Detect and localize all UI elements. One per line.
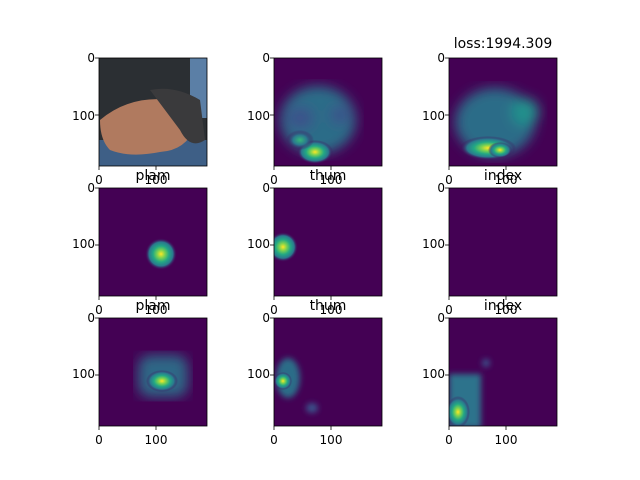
heatmap-hotspot (274, 232, 298, 262)
panel-title-plam: plam (136, 298, 171, 314)
heatmap-hotspot (449, 396, 470, 426)
ytick-label: 100 (72, 109, 95, 123)
axes-frame (98, 317, 208, 427)
ytick-label: 0 (437, 181, 445, 195)
panel-title-loss: loss:1994.309 (454, 36, 553, 52)
axes-frame (448, 317, 558, 427)
axes-frame (448, 57, 558, 167)
tick-marks (95, 57, 507, 430)
photo-sleeve (150, 88, 205, 144)
ytick-label: 100 (247, 367, 270, 381)
panel-pred-thum (273, 317, 383, 427)
xtick-label: 0 (95, 173, 103, 187)
ytick-label: 0 (87, 181, 95, 195)
ytick-label: 100 (72, 237, 95, 251)
panel-title-index: index (484, 298, 522, 314)
xtick-label: 100 (495, 433, 518, 447)
xtick-label: 100 (320, 433, 343, 447)
axes-frame (98, 57, 208, 167)
xtick-label: 0 (445, 303, 453, 317)
panel-photo (98, 57, 208, 167)
ytick-label: 0 (437, 311, 445, 325)
heatmap-hotspot (145, 238, 177, 270)
xtick-label: 100 (495, 303, 518, 317)
ytick-label: 100 (72, 367, 95, 381)
panel-gt-plam (98, 187, 208, 297)
xtick-label: 0 (445, 433, 453, 447)
xtick-label: 0 (270, 173, 278, 187)
xtick-label: 0 (270, 433, 278, 447)
ytick-label: 0 (87, 311, 95, 325)
panel-title-thum: thum (310, 298, 347, 314)
ytick-label: 0 (437, 51, 445, 65)
panel-title-thum: thum (310, 168, 347, 184)
panel-pred-index (448, 317, 558, 427)
panel-title-plam: plam (136, 168, 171, 184)
ytick-label: 100 (247, 109, 270, 123)
ytick-label: 0 (262, 311, 270, 325)
panel-heatmap-pred-a (273, 57, 383, 167)
xtick-label: 100 (145, 303, 168, 317)
ytick-label: 0 (262, 181, 270, 195)
xtick-label: 0 (445, 173, 453, 187)
axes-frame (273, 187, 383, 297)
xtick-label: 0 (95, 433, 103, 447)
ytick-label: 100 (247, 237, 270, 251)
panel-pred-plam (98, 317, 208, 427)
xtick-label: 100 (145, 433, 168, 447)
heatmap-hotspot (274, 372, 292, 390)
axes-frame (273, 57, 383, 167)
panel-gt-index (448, 187, 558, 297)
axes-frame (98, 187, 208, 297)
heatmap-background (449, 188, 557, 296)
xtick-label: 100 (320, 173, 343, 187)
xtick-label: 0 (270, 303, 278, 317)
heatmap-hotspot (146, 370, 178, 392)
xtick-label: 100 (145, 173, 168, 187)
ytick-label: 100 (422, 367, 445, 381)
axes-frame (273, 317, 383, 427)
panel-heatmap-pred-b (448, 57, 558, 167)
xtick-label: 0 (95, 303, 103, 317)
panel-title-index: index (484, 168, 522, 184)
ytick-label: 0 (262, 51, 270, 65)
ytick-label: 100 (422, 109, 445, 123)
ytick-label: 0 (87, 51, 95, 65)
xtick-label: 100 (495, 173, 518, 187)
panel-gt-thum (273, 187, 383, 297)
xtick-label: 100 (320, 303, 343, 317)
axes-frame (448, 187, 558, 297)
ytick-label: 100 (422, 237, 445, 251)
